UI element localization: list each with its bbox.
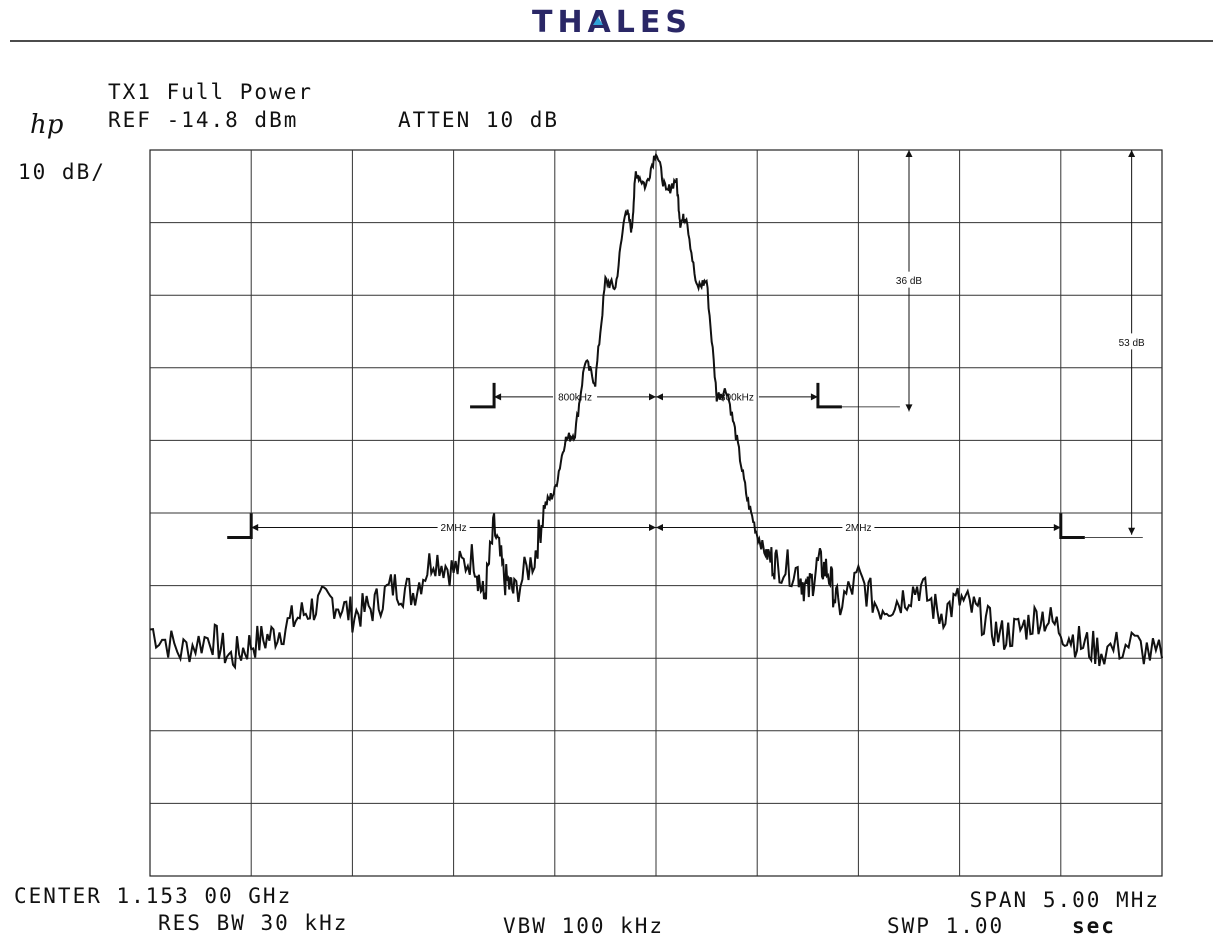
- video-bandwidth: VBW 100 kHz: [503, 914, 664, 938]
- trace-title: TX1 Full Power: [108, 80, 313, 104]
- center-frequency: CENTER 1.153 00 GHz: [14, 884, 292, 908]
- annotation-label: 2MHz: [441, 523, 467, 534]
- dimension-arrow: [810, 393, 818, 401]
- span: SPAN 5.00 MHz: [970, 888, 1160, 912]
- dimension-arrow: [656, 524, 663, 532]
- offset-marker: [227, 513, 253, 540]
- measurement-annotations: 800kHz 800kHz 2MHz 2MHz 36 dB 53 dB: [227, 150, 1145, 540]
- brand-accent-mark: [593, 17, 603, 25]
- sweep-time: SWP 1.00: [887, 914, 1004, 938]
- scale-per-div: 10 dB/: [18, 160, 106, 184]
- annotation-label: 53 dB: [1119, 338, 1145, 349]
- annotation-label: 800kHz: [558, 392, 592, 403]
- annotation-label: 800kHz: [720, 392, 754, 403]
- ref-level: REF -14.8 dBm: [108, 108, 298, 132]
- spectrum-trace-group: [149, 152, 1163, 671]
- sweep-time-unit: sec: [1072, 914, 1116, 938]
- spectrum-trace: [149, 152, 1163, 671]
- annotation-label: 2MHz: [845, 523, 871, 534]
- dimension-arrow: [656, 393, 663, 401]
- graticule: [149, 149, 1163, 877]
- brand-logo: THALES: [532, 5, 692, 40]
- dimension-arrow: [251, 524, 259, 532]
- offset-marker: [816, 382, 842, 409]
- dimension-arrow: [649, 524, 656, 532]
- dimension-arrow: [649, 393, 656, 401]
- offset-marker: [470, 382, 496, 409]
- dimension-arrow: [1128, 150, 1136, 157]
- offset-marker: [1059, 513, 1085, 540]
- dimension-arrow: [1128, 527, 1136, 535]
- dimension-arrow: [1053, 524, 1061, 532]
- resolution-bandwidth: RES BW 30 kHz: [158, 911, 348, 935]
- dimension-arrow: [905, 404, 913, 412]
- attenuation: ATTEN 10 dB: [398, 108, 559, 132]
- dimension-arrow: [905, 150, 913, 157]
- annotation-label: 36 dB: [896, 276, 922, 287]
- hp-logo: hp: [30, 110, 64, 140]
- dimension-arrow: [494, 393, 502, 401]
